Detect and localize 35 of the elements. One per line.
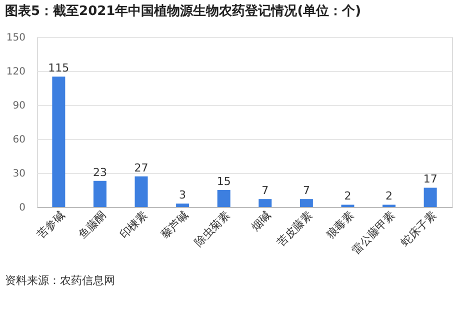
x-tick-label: 鱼藤酮 [76, 208, 108, 242]
data-label: 7 [262, 184, 269, 198]
x-tick-label: 除虫菊素 [192, 208, 232, 250]
x-tick-label: 蛇床子素 [398, 208, 439, 250]
text: 资料来源：农药信息网 [5, 274, 115, 287]
bar [300, 199, 313, 207]
y-tick-label: 120 [6, 66, 26, 78]
x-tick-label: 印楝素 [117, 208, 150, 242]
data-label: 17 [423, 172, 438, 186]
y-tick-label: 150 [6, 32, 26, 44]
bar [258, 199, 272, 207]
data-label: 2 [386, 190, 393, 203]
bar [176, 204, 190, 207]
y-tick-label: 0 [19, 202, 26, 214]
x-tick-label: 藜芦碱 [158, 208, 192, 242]
chart-title: 图表5：截至2021年中国植物源生物农药登记情况(单位：个) [5, 3, 362, 19]
data-label: 7 [302, 184, 310, 198]
bar [134, 176, 148, 207]
bar [217, 190, 230, 207]
bar [52, 76, 66, 207]
data-label: 23 [92, 166, 107, 179]
x-tick-label: 狼毒素 [324, 208, 356, 242]
x-tick-label: 苦参碱 [34, 208, 68, 242]
y-tick-label: 60 [12, 134, 26, 146]
data-label: 27 [134, 161, 148, 174]
data-label: 2 [344, 190, 352, 203]
data-label: 15 [216, 175, 231, 188]
y-tick-label: 90 [12, 100, 26, 112]
x-tick-label: 苦皮藤素 [274, 208, 315, 250]
data-label: 115 [48, 62, 70, 75]
bar [93, 180, 106, 207]
bar [424, 188, 437, 207]
x-tick-label: 烟碱 [248, 208, 274, 234]
y-tick-label: 30 [12, 168, 26, 180]
data-label: 3 [179, 188, 186, 202]
